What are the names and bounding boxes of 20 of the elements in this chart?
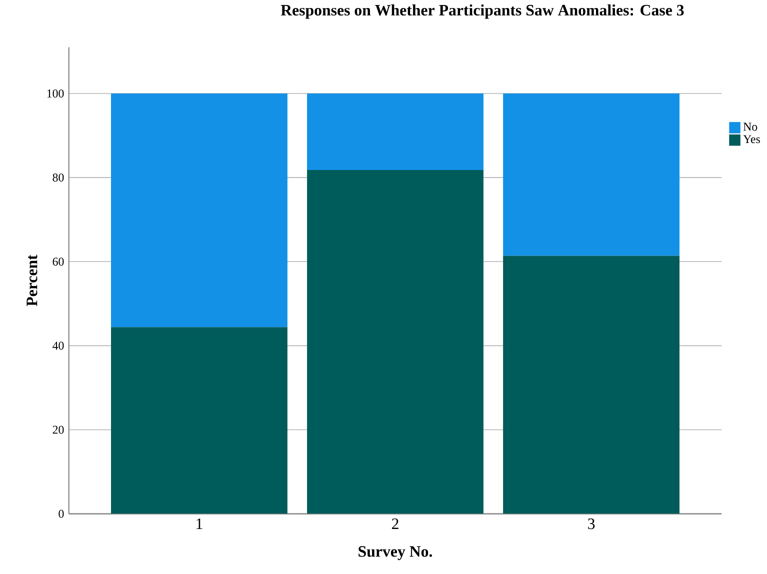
y-tick-label: 100 bbox=[47, 89, 64, 98]
bar bbox=[503, 256, 680, 514]
y-tick-label: 0 bbox=[58, 510, 64, 518]
y-axis-title: Percent bbox=[26, 254, 38, 306]
bar bbox=[111, 93, 288, 328]
y-tick-label: 40 bbox=[52, 342, 64, 350]
bar bbox=[307, 93, 484, 170]
legend-label: No bbox=[743, 122, 758, 131]
y-tick-label: 80 bbox=[52, 174, 64, 182]
bar bbox=[111, 327, 288, 514]
chart-title: Responses on Whether Participants Saw Anomalies: Case 3 bbox=[280, 4, 684, 19]
x-axis-title: Survey No. bbox=[358, 546, 432, 560]
x-tick-label: 1 bbox=[196, 518, 202, 529]
bar bbox=[307, 170, 484, 514]
x-tick-label: 2 bbox=[392, 518, 398, 529]
y-tick-label: 20 bbox=[52, 426, 64, 434]
legend-label: Yes bbox=[743, 135, 760, 144]
bar bbox=[503, 93, 680, 256]
y-tick-label: 60 bbox=[52, 258, 64, 266]
x-tick-label: 3 bbox=[588, 518, 595, 530]
